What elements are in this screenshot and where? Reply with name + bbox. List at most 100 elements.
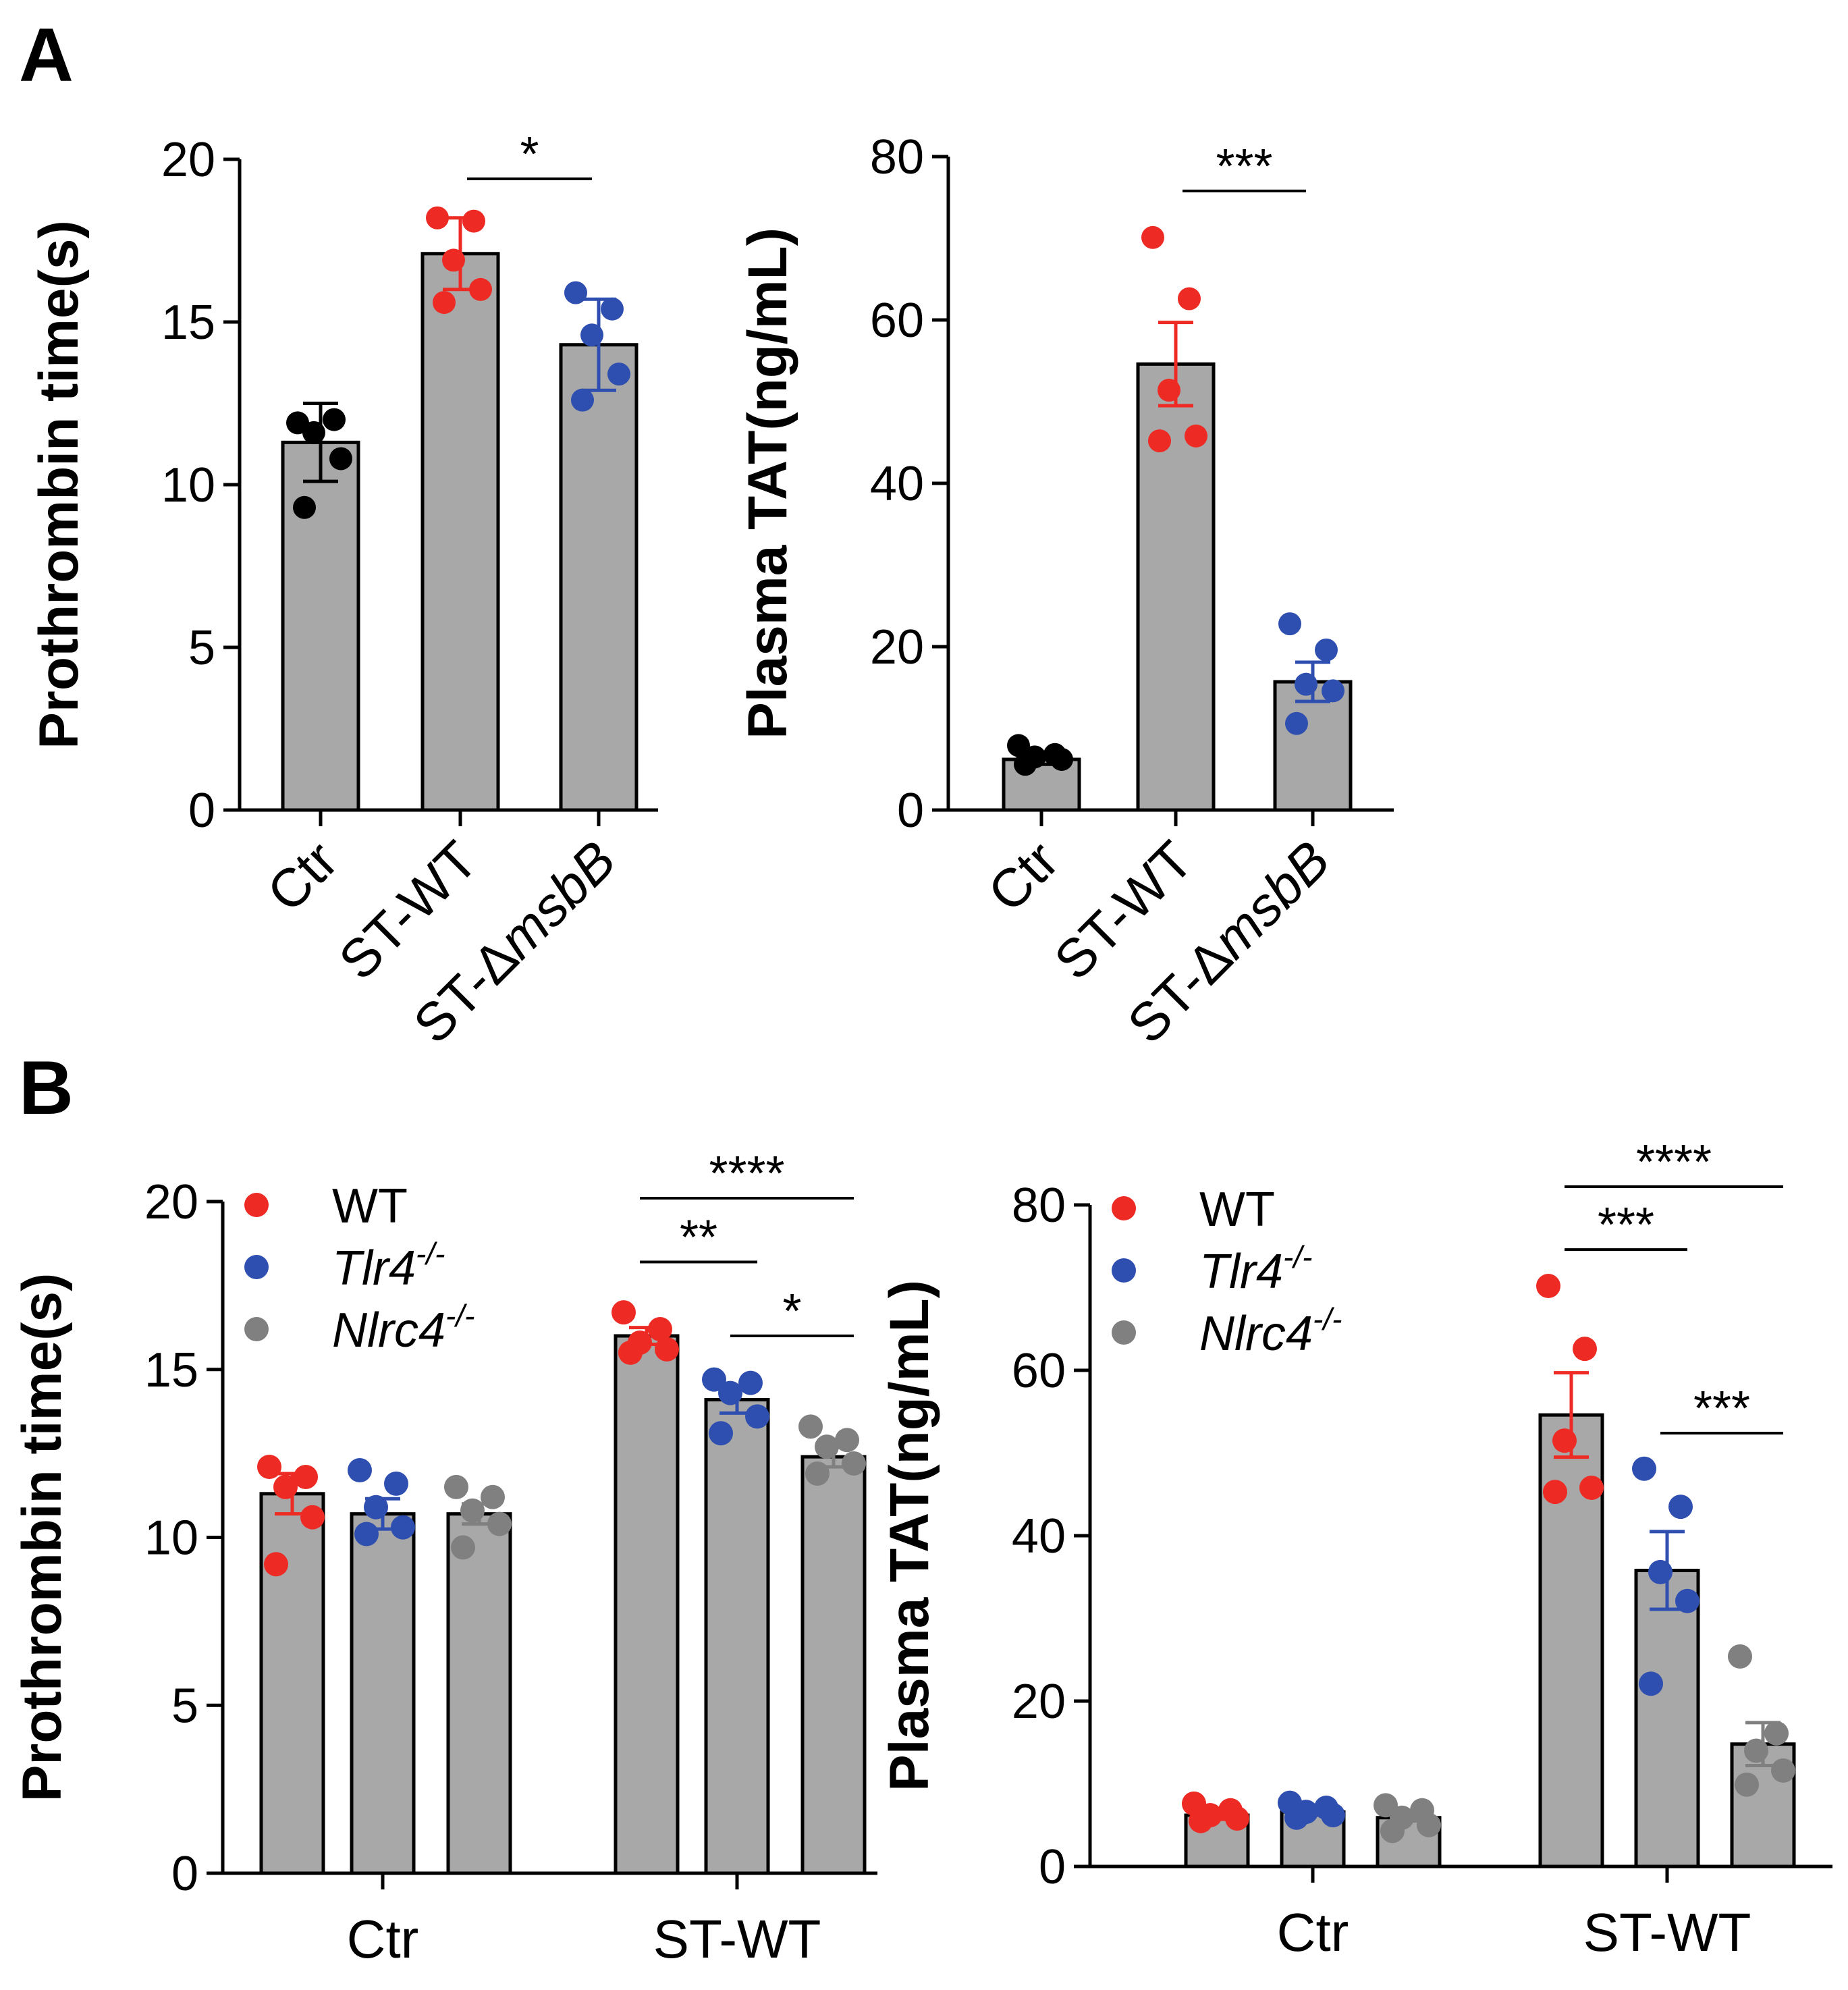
category-0-data-point bbox=[1007, 734, 1030, 757]
group-0-series-0-data-point bbox=[257, 1455, 281, 1480]
y-tick-label: 0 bbox=[171, 1847, 198, 1901]
y-tick-label: 10 bbox=[144, 1511, 198, 1565]
group-0-series-1-data-point bbox=[354, 1522, 379, 1547]
x-category-label: Ctr bbox=[347, 1909, 419, 1969]
y-tick-label: 40 bbox=[870, 457, 924, 511]
category-0-data-point bbox=[1050, 747, 1073, 771]
significance-1-label: ** bbox=[680, 1211, 717, 1265]
x-category-label: ST-WT bbox=[1583, 1902, 1751, 1962]
group-1-series-1-data-point bbox=[1648, 1559, 1673, 1584]
group-0-series-2-data-point bbox=[481, 1484, 505, 1509]
significance-2-label: *** bbox=[1693, 1382, 1750, 1436]
group-1-series-1-data-point bbox=[702, 1367, 726, 1392]
legend-label: WT bbox=[332, 1179, 408, 1233]
group-1-series-1-bar bbox=[1634, 1568, 1700, 1868]
category-0-data-point bbox=[1014, 753, 1037, 776]
y-tick-label: 20 bbox=[870, 620, 924, 674]
category-0-data-point bbox=[302, 421, 325, 444]
category-1-data-point bbox=[1148, 429, 1171, 453]
category-2-bar bbox=[559, 343, 638, 812]
group-0-series-0-data-point bbox=[1225, 1806, 1249, 1831]
panel-label-a: A bbox=[19, 13, 74, 97]
y-tick-label: 20 bbox=[161, 133, 215, 187]
group-1-series-1-data-point bbox=[745, 1404, 769, 1429]
group-1-series-1-data-point bbox=[1668, 1495, 1693, 1520]
category-2-data-point bbox=[1315, 638, 1338, 662]
panel-label-b: B bbox=[19, 1046, 74, 1130]
significance-2-label: * bbox=[782, 1285, 801, 1339]
y-tick-label: 40 bbox=[1012, 1509, 1066, 1563]
y-tick-label: 60 bbox=[870, 294, 924, 348]
category-1-data-point bbox=[433, 291, 456, 315]
group-0-series-2-data-point bbox=[460, 1498, 485, 1523]
group-1-series-1-bar bbox=[704, 1398, 770, 1875]
category-1-data-point bbox=[442, 248, 465, 272]
category-1-data-point bbox=[462, 209, 485, 233]
group-1-series-0-data-point bbox=[1536, 1274, 1560, 1299]
x-category-label-part: msbB bbox=[1201, 830, 1341, 970]
group-1-series-0-data-point bbox=[655, 1337, 679, 1362]
category-1-data-point bbox=[1178, 287, 1201, 311]
legend-marker bbox=[244, 1317, 269, 1341]
category-1-data-point bbox=[1158, 379, 1180, 402]
legend-label: Nlrc4-/- bbox=[332, 1298, 474, 1357]
significance-0-label: **** bbox=[1636, 1135, 1712, 1189]
y-tick-label: 80 bbox=[1012, 1179, 1066, 1233]
category-2-data-point bbox=[1278, 612, 1301, 636]
legend-label-base: Nlrc4 bbox=[1199, 1307, 1313, 1361]
group-1-series-1-data-point bbox=[718, 1380, 742, 1405]
group-0-series-2-data-point bbox=[1417, 1812, 1441, 1837]
x-category-label: Ctr bbox=[1277, 1902, 1349, 1962]
y-tick-label: 0 bbox=[897, 784, 924, 838]
group-1-series-0-data-point bbox=[1579, 1475, 1604, 1500]
group-1-series-0-data-point bbox=[1552, 1428, 1577, 1453]
legend-marker bbox=[244, 1193, 269, 1217]
group-1-series-1-data-point bbox=[1632, 1456, 1656, 1481]
legend-label-base: Tlr4 bbox=[332, 1241, 416, 1295]
y-tick-label: 10 bbox=[161, 458, 215, 512]
x-category-label-part: msbB bbox=[487, 830, 627, 970]
group-1-series-2-data-point bbox=[842, 1451, 866, 1476]
group-0-series-2-data-point bbox=[451, 1535, 475, 1560]
group-0-series-0-data-point bbox=[300, 1505, 325, 1530]
x-category-label-part: Ctr bbox=[256, 830, 349, 923]
group-0-series-1-bar bbox=[350, 1512, 416, 1875]
group-0-series-1-data-point bbox=[1284, 1805, 1309, 1830]
x-category-label: Ctr bbox=[977, 830, 1070, 923]
group-0-series-1-data-point bbox=[1321, 1803, 1345, 1828]
group-1-series-0-data-point bbox=[648, 1317, 672, 1342]
x-category-label-part: Ctr bbox=[977, 830, 1070, 923]
legend-marker bbox=[1112, 1320, 1136, 1345]
group-0-series-2-bar bbox=[446, 1512, 512, 1875]
category-2-data-point bbox=[571, 388, 594, 412]
group-1-series-2-data-point bbox=[815, 1434, 839, 1459]
y-tick-label: 20 bbox=[144, 1175, 198, 1229]
y-tick-label: 80 bbox=[870, 130, 924, 184]
group-0-series-0-data-point bbox=[273, 1474, 298, 1499]
group-1-series-0-data-point bbox=[612, 1300, 636, 1325]
category-1-bar bbox=[420, 252, 500, 812]
y-tick-label: 5 bbox=[188, 621, 215, 675]
category-2-data-point bbox=[564, 281, 587, 304]
x-category-label: ST-WT bbox=[653, 1909, 821, 1969]
category-2-data-point bbox=[580, 323, 603, 347]
y-tick-label: 5 bbox=[171, 1679, 198, 1733]
group-0-series-0-data-point bbox=[264, 1552, 288, 1577]
y-tick-label: 0 bbox=[1039, 1840, 1066, 1894]
category-2-data-point bbox=[607, 362, 630, 386]
legend-label: WT bbox=[1199, 1183, 1275, 1237]
legend-label-superscript: -/- bbox=[445, 1298, 474, 1333]
group-0-series-0-bar bbox=[259, 1492, 325, 1875]
group-1-series-0-bar bbox=[614, 1334, 680, 1875]
category-2-bar bbox=[1273, 680, 1353, 812]
group-1-series-2-data-point bbox=[835, 1428, 859, 1453]
y-tick-label: 20 bbox=[1012, 1675, 1066, 1729]
category-1-data-point bbox=[469, 277, 492, 301]
category-0-data-point bbox=[329, 447, 352, 470]
significance-0-label: *** bbox=[1216, 140, 1272, 194]
y-axis-title: Plasma TAT(ng/mL) bbox=[879, 1280, 940, 1792]
group-0-series-0-data-point bbox=[294, 1464, 318, 1489]
y-tick-label: 15 bbox=[161, 296, 215, 350]
